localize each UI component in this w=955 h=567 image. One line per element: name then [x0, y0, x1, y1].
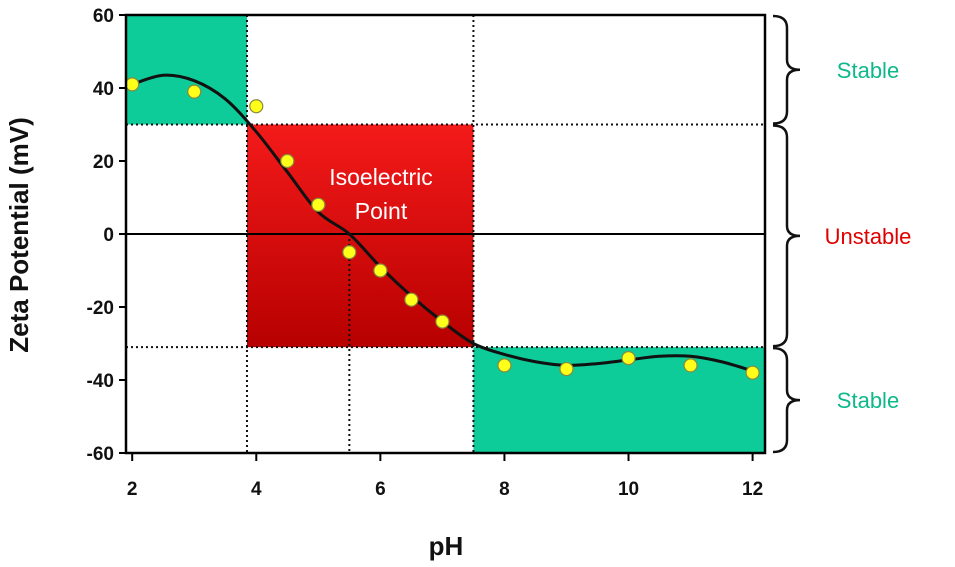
data-point: [683, 358, 698, 373]
zone-brace: [772, 346, 801, 454]
y-axis-ticks: 60 40 20 0 -20 -40 -60: [87, 6, 126, 465]
isoelectric-label: Isoelectric Point: [329, 164, 433, 224]
isoelectric-label-line2: Point: [355, 198, 408, 224]
x-tick-label: 4: [251, 479, 262, 500]
data-point: [280, 153, 295, 169]
y-tick-label: 0: [103, 225, 114, 246]
data-point: [373, 263, 388, 278]
y-axis-title: Zeta Potential (mV): [4, 117, 34, 352]
x-tick-label: 12: [742, 479, 763, 500]
stability-zones: Stable Unstable Stable: [772, 14, 912, 454]
dotted-guide-lines: [126, 15, 765, 453]
y-tick-label: -60: [87, 444, 114, 465]
data-point: [125, 77, 140, 92]
x-tick-label: 2: [127, 479, 138, 500]
isoelectric-label-line1: Isoelectric: [329, 164, 433, 190]
y-tick-label: 40: [93, 79, 114, 100]
zone-brace: [772, 124, 801, 348]
data-point: [435, 314, 450, 329]
x-tick-label: 6: [375, 479, 386, 500]
region-stable-low: [473, 347, 765, 453]
data-point: [621, 351, 636, 366]
zone-brace: [772, 14, 801, 125]
x-axis-ticks: 2 4 6 8 10 12: [127, 453, 763, 500]
data-point: [404, 292, 419, 307]
data-point: [187, 84, 202, 99]
data-points: [125, 77, 760, 380]
data-point: [311, 197, 326, 212]
zone-label-unstable: Unstable: [825, 224, 912, 249]
y-tick-label: -40: [87, 371, 114, 392]
data-point: [559, 361, 574, 377]
x-tick-label: 8: [499, 479, 510, 500]
data-point: [342, 245, 357, 260]
data-point: [497, 358, 512, 373]
region-stable-high: [126, 15, 247, 125]
y-tick-label: -20: [87, 298, 114, 319]
y-tick-label: 60: [93, 6, 114, 27]
data-point: [745, 365, 760, 380]
x-tick-label: 10: [618, 479, 639, 500]
y-tick-label: 20: [93, 152, 114, 173]
x-axis-title: pH: [429, 531, 464, 561]
zone-label-stable: Stable: [837, 58, 899, 83]
data-point: [249, 99, 264, 114]
zone-label-stable: Stable: [837, 388, 899, 413]
